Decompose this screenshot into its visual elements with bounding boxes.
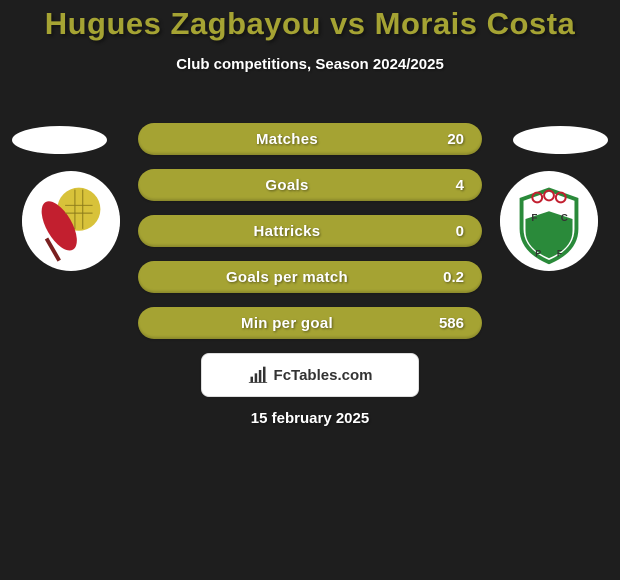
club-right-logo-svg: F C P F <box>500 171 598 271</box>
brand-text: FcTables.com <box>274 367 373 384</box>
stat-bar-hattricks: Hattricks 0 <box>138 215 482 247</box>
stat-label: Min per goal <box>156 315 418 332</box>
club-left-logo <box>22 171 120 271</box>
comparison-card: Hugues Zagbayou vs Morais Costa Club com… <box>0 0 620 580</box>
date-stamp: 15 february 2025 <box>0 410 620 427</box>
player-left-avatar <box>12 126 107 154</box>
subtitle: Club competitions, Season 2024/2025 <box>0 56 620 73</box>
stat-value: 0.2 <box>418 269 464 286</box>
brand-box: FcTables.com <box>201 353 419 397</box>
stat-bar-min-per-goal: Min per goal 586 <box>138 307 482 339</box>
stat-label: Hattricks <box>156 223 418 240</box>
club-right-logo: F C P F <box>500 171 598 271</box>
stat-label: Goals per match <box>156 269 418 286</box>
svg-text:C: C <box>561 213 568 224</box>
svg-text:F: F <box>557 248 563 258</box>
svg-text:F: F <box>531 213 537 224</box>
stat-label: Goals <box>156 177 418 194</box>
chart-icon <box>248 365 268 385</box>
stat-bar-matches: Matches 20 <box>138 123 482 155</box>
stat-bar-goals-per-match: Goals per match 0.2 <box>138 261 482 293</box>
stat-bars: Matches 20 Goals 4 Hattricks 0 Goals per… <box>138 123 482 339</box>
page-title: Hugues Zagbayou vs Morais Costa <box>0 0 620 42</box>
stat-label: Matches <box>156 131 418 148</box>
club-left-logo-svg <box>22 171 120 271</box>
svg-text:P: P <box>535 248 541 258</box>
stat-bar-goals: Goals 4 <box>138 169 482 201</box>
stat-value: 20 <box>418 131 464 148</box>
stat-value: 4 <box>418 177 464 194</box>
player-right-avatar <box>513 126 608 154</box>
stat-value: 0 <box>418 223 464 240</box>
stat-value: 586 <box>418 315 464 332</box>
